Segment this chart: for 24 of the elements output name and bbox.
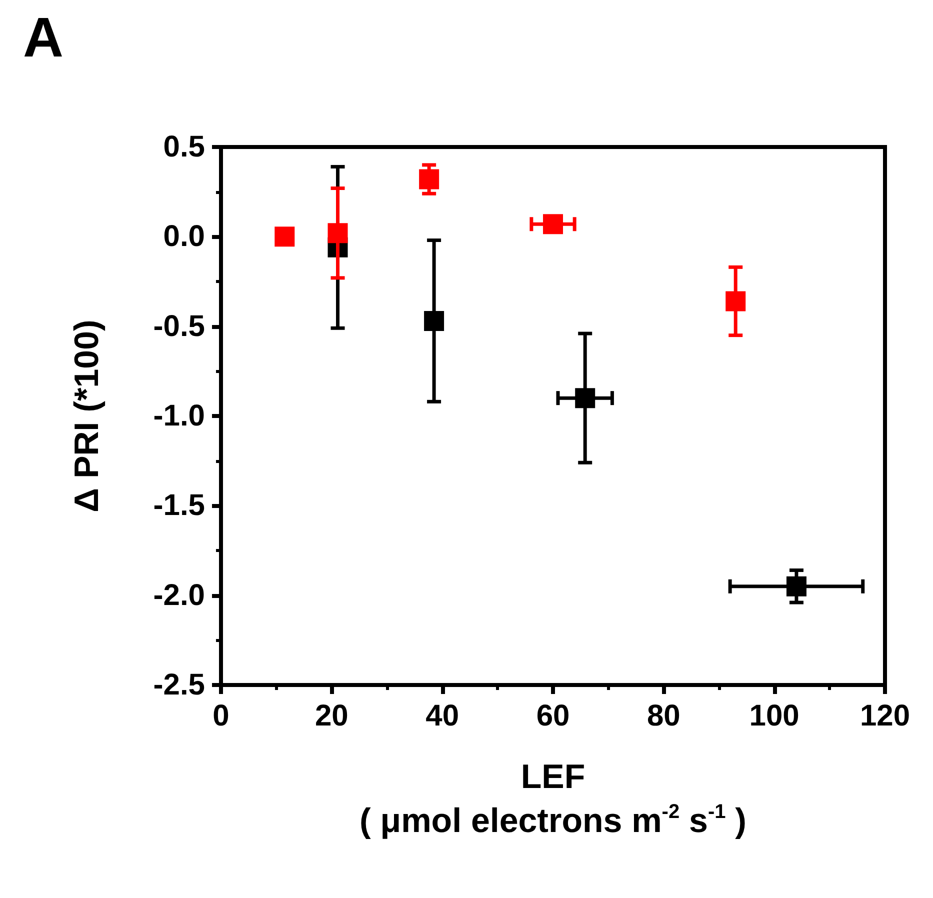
y-tick-label: 0.0 [163,220,205,254]
point [786,576,806,596]
x-tick-label: 60 [536,700,570,732]
x-tick-label: 120 [860,700,910,732]
point [274,226,295,247]
point [575,388,596,408]
point [726,291,746,312]
point [424,310,444,331]
x-tick-label: 0 [212,700,230,732]
point [419,169,440,190]
point [543,214,563,234]
y-tick-label: -1.0 [153,400,205,432]
y-tick-label: -1.5 [153,489,205,522]
x-tick-label: 80 [646,700,680,732]
y-axis-title: Δ PRI (*100) [68,320,106,512]
point [328,223,348,244]
chart-title: A [23,6,64,68]
y-tick-label: -0.5 [153,310,205,343]
y-tick-label: -2.5 [153,668,205,702]
x-tick-label: 100 [749,700,800,732]
x-tick-label: 20 [314,700,348,732]
y-tick-label: -2.0 [153,578,205,612]
x-tick-label: 40 [426,700,460,732]
y-tick-label: 0.5 [163,130,205,164]
